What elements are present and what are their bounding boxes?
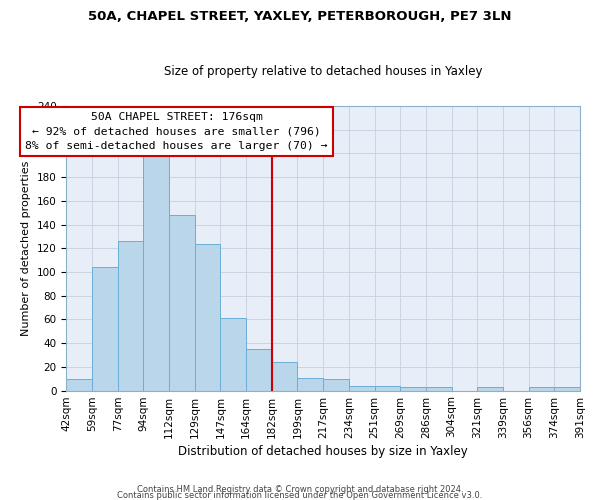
Bar bbox=[169, 215, 195, 390]
Bar bbox=[66, 378, 92, 390]
Text: 50A CHAPEL STREET: 176sqm
← 92% of detached houses are smaller (796)
8% of semi-: 50A CHAPEL STREET: 176sqm ← 92% of detac… bbox=[25, 112, 328, 151]
Bar bbox=[323, 378, 349, 390]
Bar bbox=[349, 386, 374, 390]
Bar bbox=[118, 241, 143, 390]
Y-axis label: Number of detached properties: Number of detached properties bbox=[21, 160, 31, 336]
Text: Contains HM Land Registry data © Crown copyright and database right 2024.: Contains HM Land Registry data © Crown c… bbox=[137, 484, 463, 494]
Text: Contains public sector information licensed under the Open Government Licence v3: Contains public sector information licen… bbox=[118, 490, 482, 500]
Bar bbox=[529, 387, 554, 390]
Bar bbox=[374, 386, 400, 390]
Bar bbox=[400, 387, 426, 390]
Bar bbox=[246, 349, 272, 391]
Text: 50A, CHAPEL STREET, YAXLEY, PETERBOROUGH, PE7 3LN: 50A, CHAPEL STREET, YAXLEY, PETERBOROUGH… bbox=[88, 10, 512, 23]
Bar bbox=[220, 318, 246, 390]
Bar bbox=[92, 268, 118, 390]
Bar bbox=[554, 387, 580, 390]
Bar bbox=[143, 156, 169, 390]
Title: Size of property relative to detached houses in Yaxley: Size of property relative to detached ho… bbox=[164, 66, 482, 78]
Bar bbox=[298, 378, 323, 390]
X-axis label: Distribution of detached houses by size in Yaxley: Distribution of detached houses by size … bbox=[178, 444, 468, 458]
Bar bbox=[195, 244, 220, 390]
Bar bbox=[477, 387, 503, 390]
Bar bbox=[426, 387, 452, 390]
Bar bbox=[272, 362, 298, 390]
